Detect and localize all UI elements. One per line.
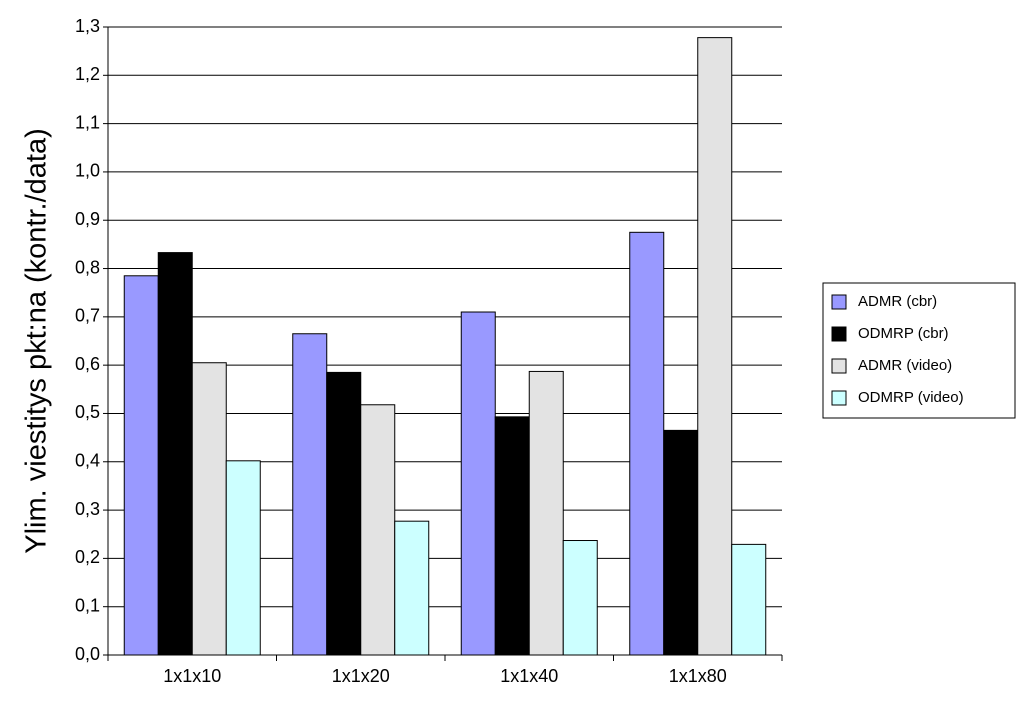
bar [731, 543, 767, 656]
legend-label: ADMR (video) [858, 357, 952, 374]
y-tick-label: 0,3 [75, 499, 100, 519]
legend-swatch [831, 358, 847, 374]
y-tick-label: 0,7 [75, 306, 100, 326]
bar [157, 252, 193, 656]
bar [123, 275, 159, 656]
y-tick-label: 1,1 [75, 112, 100, 132]
legend-swatch [831, 294, 847, 310]
bar [528, 370, 564, 656]
bar [697, 37, 733, 656]
x-tick-label: 1x1x80 [669, 666, 727, 686]
y-tick-label: 0,6 [75, 354, 100, 374]
y-tick-label: 1,3 [75, 16, 100, 36]
legend-swatch [831, 390, 847, 406]
bar [494, 416, 530, 656]
legend: ADMR (cbr) ODMRP (cbr) ADMR (video) ODMRP (… [831, 293, 964, 406]
x-tick-label: 1x1x10 [163, 666, 221, 686]
legend-label: ADMR (cbr) [858, 293, 937, 310]
bar [460, 311, 496, 656]
bar [394, 520, 430, 656]
bar [225, 460, 261, 656]
bar [629, 231, 665, 656]
x-tick-label: 1x1x20 [332, 666, 390, 686]
bar [326, 371, 362, 656]
bar [663, 429, 699, 656]
bar [360, 404, 396, 656]
y-tick-label: 0,8 [75, 257, 100, 277]
y-tick-label: 0,9 [75, 209, 100, 229]
legend-label: ODMRP (cbr) [858, 325, 949, 342]
y-tick-label: 0,0 [75, 644, 100, 664]
x-tick-label: 1x1x40 [500, 666, 558, 686]
legend-label: ODMRP (video) [858, 389, 964, 406]
y-tick-label: 0,5 [75, 402, 100, 422]
legend-swatch [831, 326, 847, 342]
y-tick-label: 1,0 [75, 161, 100, 181]
y-tick-label: 1,2 [75, 64, 100, 84]
y-tick-label: 0,2 [75, 547, 100, 567]
y-axis-label: Ylim. viestitys pkt:na (kontr./data) [21, 128, 53, 553]
legend-box [822, 282, 1016, 419]
y-tick-label: 0,4 [75, 451, 100, 471]
bar [292, 333, 328, 656]
y-tick-label: 0,1 [75, 595, 100, 615]
bar [191, 362, 227, 656]
bar [562, 540, 598, 656]
